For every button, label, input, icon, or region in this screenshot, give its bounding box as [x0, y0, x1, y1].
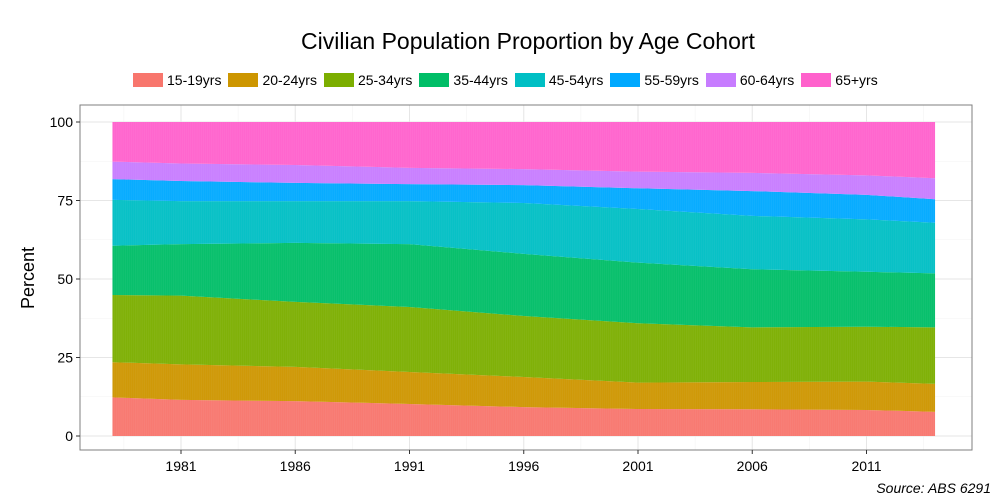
caption: Source: ABS 6291 [876, 480, 991, 496]
legend-label: 55-59yrs [644, 72, 699, 88]
legend-key [133, 73, 163, 87]
y-tick-label: 100 [50, 114, 74, 130]
legend-key [323, 73, 354, 87]
x-tick-label: 1986 [280, 458, 311, 474]
area-20-24yrs [112, 362, 936, 412]
y-tick-label: 25 [57, 350, 73, 366]
area-55-59yrs [112, 179, 936, 223]
y-axis-label: Percent [18, 247, 38, 309]
legend-item: 20-24yrs [228, 72, 317, 88]
legend-label: 65+yrs [835, 72, 878, 88]
legend-label: 25-34yrs [357, 72, 413, 88]
legend-key [705, 73, 736, 87]
legend-item: 65+yrs [801, 72, 878, 88]
x-tick-label: 1981 [165, 458, 196, 474]
legend-item: 15-19yrs [133, 72, 221, 88]
area-35-44yrs [112, 242, 936, 328]
legend-key [514, 73, 545, 87]
legend-label: 20-24yrs [262, 72, 317, 88]
legend-label: 60-64yrs [739, 72, 795, 88]
area-60-64yrs [112, 161, 936, 200]
plot-border [79, 104, 973, 451]
x-tick-label: 2006 [737, 458, 768, 474]
legend-key [610, 73, 641, 87]
legend-item: 25-34yrs [323, 72, 413, 88]
y-tick-label: 50 [57, 271, 73, 287]
legend-item: 35-44yrs [419, 72, 508, 88]
x-tick-label: 2001 [622, 458, 653, 474]
legend-item: 45-54yrs [514, 72, 604, 88]
legend-item: 55-59yrs [610, 72, 699, 88]
x-tick-label: 1996 [508, 458, 539, 474]
legend-key [419, 73, 450, 87]
legend-key [228, 73, 259, 87]
area-25-34yrs [112, 295, 936, 384]
y-tick-label: 75 [57, 193, 73, 209]
area-45-54yrs [112, 199, 936, 274]
bar-texture [112, 122, 934, 436]
x-tick-label: 1991 [394, 458, 425, 474]
legend-label: 15-19yrs [167, 72, 222, 88]
legend: 15-19yrs 20-24yrs 25-34yrs 35-44yrs 45-54yrs… [133, 72, 880, 88]
area-15-19yrs [112, 397, 936, 436]
legend-item: 60-64yrs [705, 72, 795, 88]
legend-label: 45-54yrs [548, 72, 604, 88]
legend-label: 35-44yrs [453, 72, 508, 88]
x-tick-label: 2011 [851, 458, 881, 474]
y-tick-label: 0 [65, 428, 73, 444]
legend-key [801, 73, 832, 87]
area-65+yrs [112, 122, 936, 179]
chart-title: Civilian Population Proportion by Age Co… [301, 28, 755, 54]
